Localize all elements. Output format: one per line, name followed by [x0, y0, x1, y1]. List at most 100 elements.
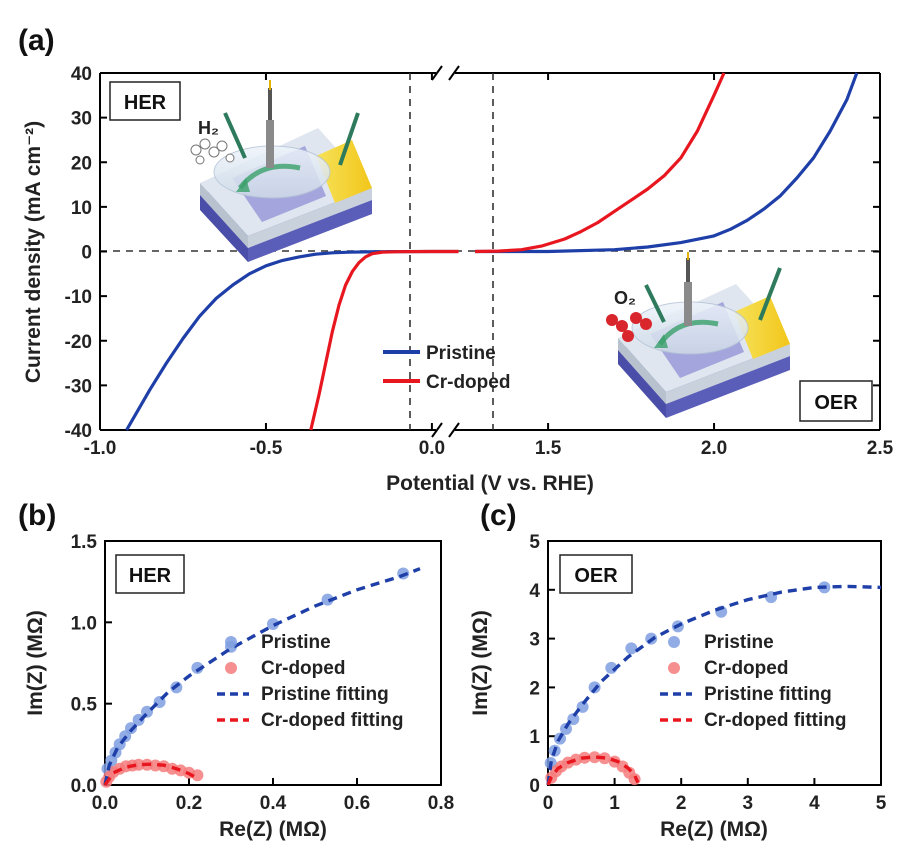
legend-pristine-label: Pristine — [704, 632, 774, 653]
panel-c-x-tick-label: 2 — [676, 793, 687, 814]
panel-a-axis-break-top — [431, 65, 460, 81]
panel-c-x-tick-label: 0 — [543, 793, 554, 814]
panel-a-ticks — [99, 72, 881, 431]
legend-pristine-fitting-label: Pristine fitting — [704, 684, 832, 705]
panel-b-x-tick-label: 0.8 — [428, 793, 454, 814]
legend-cr-doped-fitting-label: Cr-doped fitting — [704, 710, 846, 731]
panel-a-oer-box: OER — [799, 380, 873, 422]
panel-a-oer-label: OER — [814, 392, 858, 414]
legend-pristine-label: Pristine — [426, 343, 496, 364]
panel-a-her-box: HER — [109, 81, 181, 121]
panel-a-x-tick-label: 1.5 — [535, 438, 562, 459]
panel-c-y-axis-title: Im(Z) (MΩ) — [469, 610, 492, 715]
panel-c-series — [544, 581, 882, 786]
series-pristine-point — [321, 593, 334, 606]
panel-b-y-tick-label: 1.0 — [71, 613, 97, 634]
panel-a-y-tick-label: 10 — [71, 198, 92, 219]
series-cr-doped-point — [132, 758, 145, 771]
panel-c-x-tick-label: 4 — [809, 793, 820, 814]
legend-cr-doped-swatch — [225, 662, 237, 674]
legend-pristine-label: Pristine — [261, 632, 331, 653]
legend-pristine-swatch — [668, 636, 680, 648]
panel-c-y-tick-label: 3 — [529, 630, 540, 651]
series-pristine-point — [625, 642, 638, 655]
o2-label: O₂ — [614, 288, 636, 308]
panel-c-y-tick-label: 4 — [529, 581, 540, 602]
oer-device-illustration: O₂ — [606, 252, 790, 418]
panel-c-tick-labels: 0 1 2 3 4 5 0 1 2 3 4 5 — [529, 532, 886, 814]
legend-crdoped-label: Cr-doped — [426, 372, 510, 393]
series-pristine-fitting-line — [103, 567, 421, 786]
panel-a-x-tick-label: 2.0 — [701, 438, 727, 459]
panel-a-y-tick-label: 0 — [81, 243, 92, 264]
series-cr-doped-point — [588, 751, 601, 764]
panel-b-y-tick-label: 1.5 — [71, 532, 98, 553]
panel-b-tick-labels: 0.0 0.2 0.4 0.6 0.8 0.0 0.5 1.0 1.5 — [71, 532, 455, 814]
series-pristine-line — [125, 249, 459, 431]
series-cr-doped-fitting-line — [103, 762, 199, 786]
panel-c-x-axis-title: Re(Z) (MΩ) — [660, 818, 768, 841]
legend-cr-doped-label: Cr-doped — [261, 658, 345, 679]
series-cr-doped-line — [309, 249, 459, 431]
panel-b: (b) 0.0 0.2 0.4 0.6 0.8 0.0 0.5 1.0 1.5 HER Pris… — [18, 499, 454, 841]
panel-a-y-axis-title: Current density (mA cm⁻²) — [22, 121, 45, 383]
panel-a-x-axis-title: Potential (V vs. RHE) — [386, 472, 594, 495]
panel-a-y-tick-label: -30 — [65, 376, 92, 397]
panel-c-legend: Pristine Cr-doped Pristine fitting Cr-doped… — [660, 632, 846, 731]
series-pristine-point — [267, 618, 279, 630]
series-pristine-point — [191, 661, 204, 674]
panel-a-y-tick-label: -20 — [65, 332, 92, 353]
panel-c-oer-label: OER — [574, 565, 618, 587]
panel-a-tick-labels: -1.0 -0.5 0.0 1.5 2.0 2.5 -40 -30 -20 -10 0 10 20 30 4… — [65, 64, 894, 459]
panel-c-y-tick-label: 0 — [529, 776, 540, 797]
panel-b-y-tick-label: 0.5 — [71, 695, 98, 716]
legend-pristine-swatch — [225, 636, 237, 648]
panel-c-y-tick-label: 1 — [529, 727, 540, 748]
panel-b-x-tick-label: 0.2 — [176, 793, 202, 814]
series-cr-doped-point — [191, 769, 204, 782]
series-cr-doped-line — [475, 72, 726, 254]
panel-a-x-tick-label: -1.0 — [84, 438, 117, 459]
panel-c-oer-box: OER — [559, 554, 633, 594]
panel-a-axis-break-bottom — [431, 422, 460, 438]
panel-b-x-tick-label: 0.0 — [92, 793, 118, 814]
panel-b-her-label: HER — [129, 565, 172, 587]
panel-b-label: (b) — [18, 499, 56, 532]
panel-a-x-tick-label: -0.5 — [250, 438, 283, 459]
panel-a-label: (a) — [18, 24, 55, 57]
panel-c-x-tick-label: 5 — [876, 793, 887, 814]
panel-b-x-tick-label: 0.6 — [344, 793, 370, 814]
panel-a-y-tick-label: -10 — [65, 287, 92, 308]
her-device-illustration: H₂ — [190, 80, 372, 262]
panel-a-x-tick-label: 0.0 — [419, 438, 445, 459]
legend-cr-doped-fitting-label: Cr-doped fitting — [261, 710, 403, 731]
panel-b-y-axis-title: Im(Z) (MΩ) — [24, 610, 47, 715]
series-pristine-fitting-line — [546, 584, 882, 786]
panel-a-axis-frame — [99, 65, 881, 438]
panel-c-label: (c) — [480, 499, 517, 532]
panel-a-y-tick-label: 40 — [71, 64, 92, 85]
panel-b-y-tick-label: 0.0 — [71, 776, 97, 797]
panel-a-y-tick-label: 30 — [71, 109, 92, 130]
panel-a-x-tick-label: 2.5 — [867, 438, 894, 459]
legend-pristine-fitting-label: Pristine fitting — [261, 684, 389, 705]
oxygen-molecules — [606, 312, 652, 342]
h2-label: H₂ — [198, 118, 219, 138]
panel-b-x-axis-title: Re(Z) (MΩ) — [219, 818, 327, 841]
panel-a-y-tick-label: 20 — [71, 153, 92, 174]
panel-c-x-tick-label: 1 — [609, 793, 620, 814]
panel-a-y-tick-label: -40 — [65, 421, 92, 442]
series-pristine-point — [560, 722, 572, 735]
panel-c-axis-frame — [547, 540, 882, 786]
panel-a-legend: Pristine Cr-doped — [383, 343, 510, 393]
panel-b-her-box: HER — [115, 554, 185, 594]
panel-c-x-tick-label: 3 — [743, 793, 754, 814]
panel-a: (a) -1.0 -0.5 0.0 1.5 2.0 2.5 -40 -30 -20 -10 0 10 2… — [18, 24, 894, 495]
legend-cr-doped-label: Cr-doped — [704, 658, 788, 679]
panel-c-y-tick-label: 2 — [529, 678, 540, 699]
series-cr-doped-fitting-line — [546, 755, 640, 786]
legend-cr-doped-swatch — [668, 662, 680, 674]
panel-a-series — [125, 72, 859, 431]
